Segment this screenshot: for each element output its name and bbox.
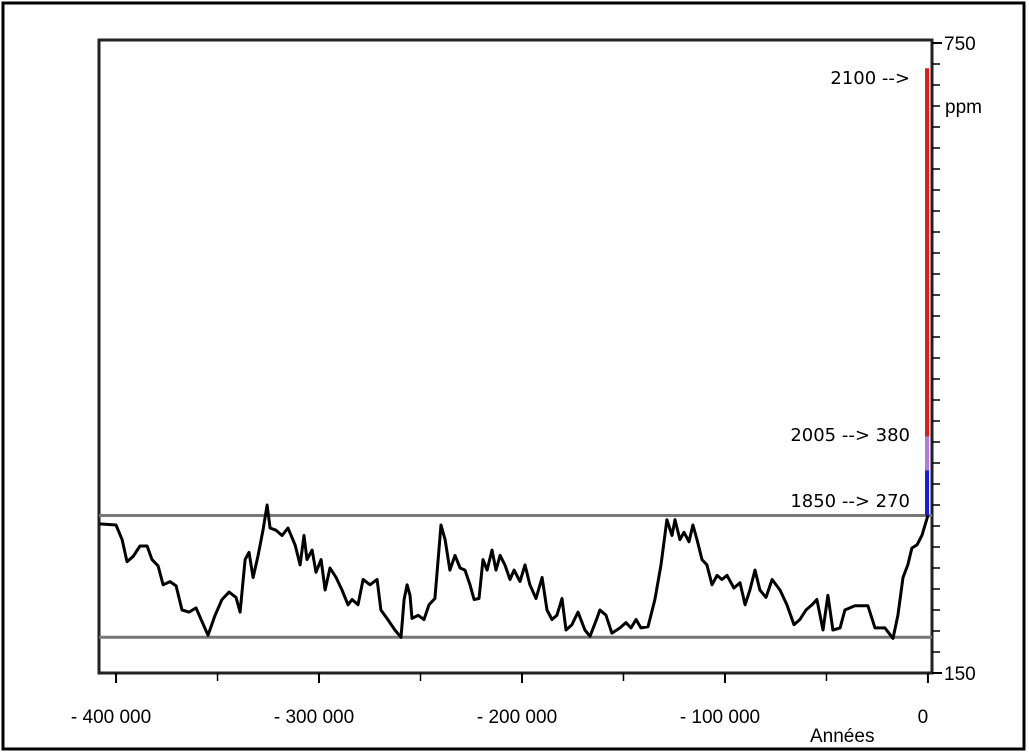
y-axis-label: ppm (945, 97, 982, 118)
annotation: 1850 --> 270 (790, 491, 910, 512)
y-tick-label: 750 (944, 34, 976, 55)
x-axis-label: Années (810, 726, 874, 747)
y-tick-label: 150 (944, 664, 976, 685)
x-tick-label: - 400 000 (71, 707, 151, 728)
annotation: 2005 --> 380 (790, 425, 910, 446)
x-tick-label: - 100 000 (680, 707, 760, 728)
annotation: 2100 --> (830, 68, 910, 89)
x-tick-label: - 200 000 (477, 707, 557, 728)
plot-frame (97, 38, 934, 675)
x-tick-label: 0 (918, 707, 929, 728)
data-line (99, 503, 930, 640)
x-tick-label: - 300 000 (274, 707, 354, 728)
